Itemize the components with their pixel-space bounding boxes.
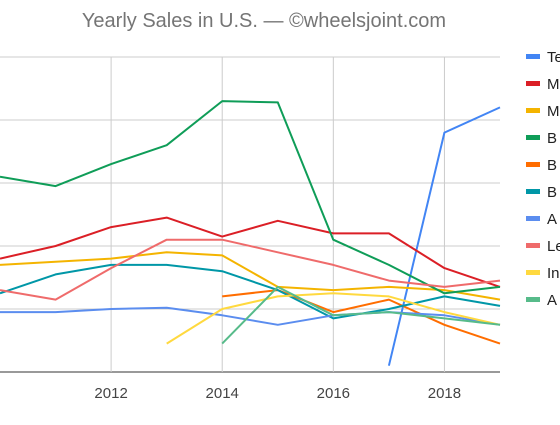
series-line-1 — [0, 216, 501, 288]
legend-label-6: A — [547, 211, 557, 228]
legend-swatch-0 — [526, 54, 540, 59]
x-tick-label: 2018 — [428, 385, 461, 402]
legend-label-5: B — [547, 184, 557, 201]
legend-swatch-6 — [526, 216, 540, 221]
legend-swatch-1 — [526, 81, 540, 86]
series-line-5 — [0, 263, 501, 320]
legend-label-1: M — [547, 76, 560, 93]
x-tick-label: 2016 — [317, 385, 350, 402]
legend-swatch-7 — [526, 243, 540, 248]
legend-label-0: Te — [547, 49, 560, 66]
series-line-6 — [0, 306, 501, 326]
series-line-2 — [0, 251, 501, 301]
series-line-3 — [0, 100, 501, 295]
series-line-9 — [221, 285, 501, 345]
x-tick-label: 2014 — [206, 385, 239, 402]
legend-label-7: Le — [547, 238, 560, 255]
legend-label-2: M — [547, 103, 560, 120]
legend-label-4: B — [547, 157, 557, 174]
x-tick-label: 2012 — [94, 385, 127, 402]
chart-title: Yearly Sales in U.S. — ©wheelsjoint.com — [82, 10, 446, 32]
series-line-4 — [222, 289, 501, 345]
legend-swatch-8 — [526, 270, 540, 275]
legend-swatch-3 — [526, 135, 540, 140]
series-line-8 — [166, 292, 501, 345]
legend-swatch-9 — [526, 297, 540, 302]
legend-swatch-5 — [526, 189, 540, 194]
legend-swatch-4 — [526, 162, 540, 167]
legend-label-9: A — [547, 292, 557, 309]
legend-swatch-2 — [526, 108, 540, 113]
series-line-7 — [0, 238, 501, 301]
legend-label-8: In — [547, 265, 560, 282]
legend-label-3: B — [547, 130, 557, 147]
